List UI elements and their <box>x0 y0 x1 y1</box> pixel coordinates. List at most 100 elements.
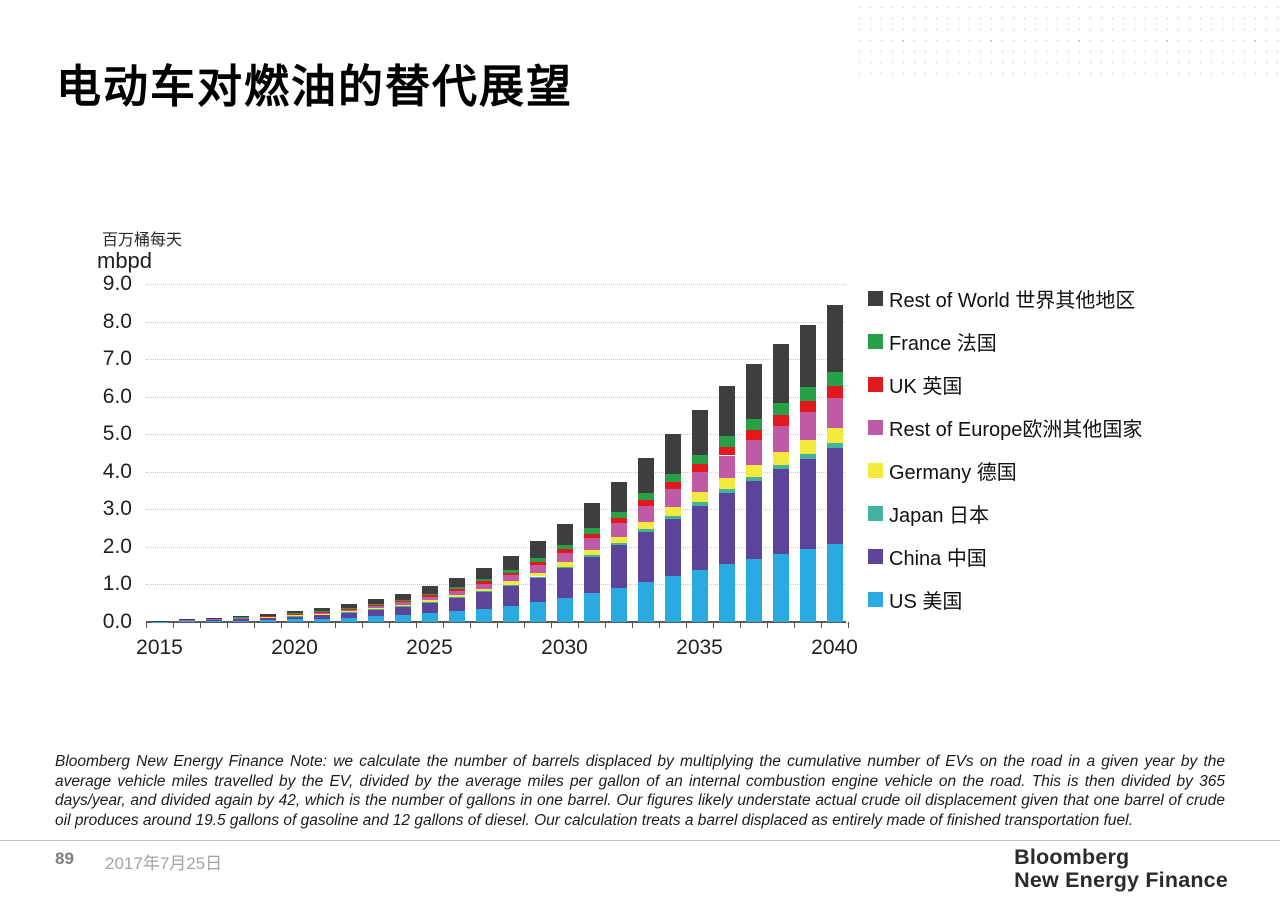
legend-swatch-uk <box>868 376 883 392</box>
x-axis-tick <box>227 622 228 628</box>
bar-segment-france-2036 <box>718 435 735 447</box>
bar-segment-japan-2038 <box>772 465 789 470</box>
bar-segment-china-2021 <box>313 614 330 619</box>
bar-segment-rest-of-europe-2038 <box>772 425 789 453</box>
bar-segment-rest-of-europe-2033 <box>637 506 654 522</box>
bar-segment-rest-of-europe-2025 <box>421 596 438 601</box>
bar-segment-japan-2034 <box>664 516 681 519</box>
bar-segment-germany-2040 <box>826 427 843 443</box>
bar-segment-uk-2028 <box>502 572 519 576</box>
bar-segment-uk-2038 <box>772 415 789 426</box>
bar-segment-china-2019 <box>259 617 276 620</box>
x-axis-tick <box>281 622 282 628</box>
bar-segment-uk-2025 <box>421 595 438 597</box>
legend-label: Rest of Europe欧洲其他国家 <box>889 418 1143 441</box>
bar-segment-rest-of-world-2037 <box>745 364 762 419</box>
bar-segment-rest-of-world-2031 <box>583 503 600 529</box>
bar-segment-rest-of-europe-2029 <box>529 565 546 573</box>
bar-segment-france-2039 <box>799 387 816 401</box>
bar-segment-germany-2024 <box>394 604 411 607</box>
bar-segment-china-2020 <box>286 616 303 620</box>
legend-item-us: US 美国 <box>868 589 1142 613</box>
bar-segment-us-2024 <box>394 615 411 622</box>
bar-segment-us-2019 <box>259 619 276 622</box>
legend-swatch-rest-of-world <box>868 290 883 306</box>
bar-segment-us-2017 <box>205 620 222 622</box>
bar-segment-rest-of-europe-2024 <box>394 602 411 605</box>
legend-label: US 美国 <box>889 590 963 613</box>
x-axis-tick <box>470 622 471 628</box>
legend-item-germany: Germany 德国 <box>868 460 1142 484</box>
bar-segment-france-2033 <box>637 492 654 500</box>
bar-segment-us-2029 <box>529 602 546 622</box>
legend-swatch-china <box>868 548 883 564</box>
bar-segment-rest-of-world-2015 <box>151 620 168 622</box>
x-axis-tick <box>497 622 498 628</box>
bar-segment-us-2031 <box>583 592 600 622</box>
bar-segment-china-2027 <box>475 592 492 609</box>
x-axis-tick <box>416 622 417 628</box>
x-axis-tick <box>605 622 606 628</box>
bar-segment-china-2025 <box>421 602 438 614</box>
bar-segment-rest-of-europe-2031 <box>583 538 600 550</box>
bar-segment-rest-of-world-2030 <box>556 524 573 545</box>
bar-segment-rest-of-world-2023 <box>367 599 384 605</box>
x-axis-tick <box>254 622 255 628</box>
legend-item-uk: UK 英国 <box>868 374 1142 398</box>
bar-segment-rest-of-world-2028 <box>502 555 519 570</box>
legend-swatch-japan <box>868 505 883 521</box>
bar-segment-china-2038 <box>772 469 789 554</box>
bar-segment-china-2034 <box>664 518 681 576</box>
bar-segment-china-2031 <box>583 556 600 593</box>
bar-segment-us-2015 <box>151 621 168 622</box>
bar-segment-uk-2027 <box>475 581 492 584</box>
bar-segment-france-2021 <box>313 611 330 612</box>
y-axis-unit-label-cn: 百万桶每天 <box>102 232 183 249</box>
bar-segment-france-2029 <box>529 558 546 562</box>
bar-segment-france-2018 <box>232 617 249 618</box>
bar-segment-uk-2023 <box>367 605 384 607</box>
x-axis-tick <box>389 622 390 628</box>
bar-segment-japan-2039 <box>799 454 816 459</box>
bar-segment-china-2026 <box>448 597 465 612</box>
legend-item-china: China 中国 <box>868 546 1142 570</box>
bar-segment-us-2037 <box>745 558 762 622</box>
x-axis-tick <box>740 622 741 628</box>
bar-segment-us-2038 <box>772 553 789 622</box>
bar-segment-germany-2019 <box>259 616 276 618</box>
bar-segment-germany-2018 <box>232 618 249 619</box>
y-tick-label-5.0: 5.0 <box>102 422 132 446</box>
bar-segment-rest-of-world-2036 <box>718 386 735 436</box>
bar-segment-china-2036 <box>718 492 735 564</box>
bar-segment-germany-2021 <box>313 613 330 615</box>
bar-segment-rest-of-europe-2037 <box>745 440 762 465</box>
legend-item-japan: Japan 日本 <box>868 503 1142 527</box>
y-tick-label-6.0: 6.0 <box>102 384 132 408</box>
gridline-1 <box>146 584 846 586</box>
x-tick-label-2015: 2015 <box>136 636 183 659</box>
bar-segment-japan-2030 <box>556 566 573 569</box>
bar-segment-japan-2036 <box>718 489 735 493</box>
bar-segment-rest-of-world-2019 <box>259 613 276 616</box>
bar-segment-us-2039 <box>799 548 816 622</box>
bar-segment-rest-of-europe-2027 <box>475 583 492 589</box>
gridline-2 <box>146 546 846 548</box>
bar-segment-france-2034 <box>664 473 681 483</box>
bar-segment-uk-2031 <box>583 533 600 539</box>
x-axis-tick <box>713 622 714 628</box>
bar-segment-france-2030 <box>556 544 573 550</box>
bar-segment-japan-2027 <box>475 591 492 593</box>
bar-segment-rest-of-europe-2032 <box>610 523 627 537</box>
bar-segment-china-2016 <box>178 620 195 622</box>
bar-segment-rest-of-europe-2018 <box>232 617 249 619</box>
gridline-7 <box>146 359 846 361</box>
bar-segment-germany-2038 <box>772 452 789 466</box>
bar-segment-rest-of-europe-2022 <box>340 609 357 611</box>
legend-label: China 中国 <box>889 547 987 570</box>
x-tick-label-2030: 2030 <box>541 636 588 659</box>
gridline-4 <box>146 471 846 473</box>
bar-segment-china-2033 <box>637 531 654 582</box>
bar-segment-china-2028 <box>502 585 519 606</box>
bar-segment-rest-of-world-2022 <box>340 604 357 608</box>
bar-segment-china-2040 <box>826 447 843 544</box>
